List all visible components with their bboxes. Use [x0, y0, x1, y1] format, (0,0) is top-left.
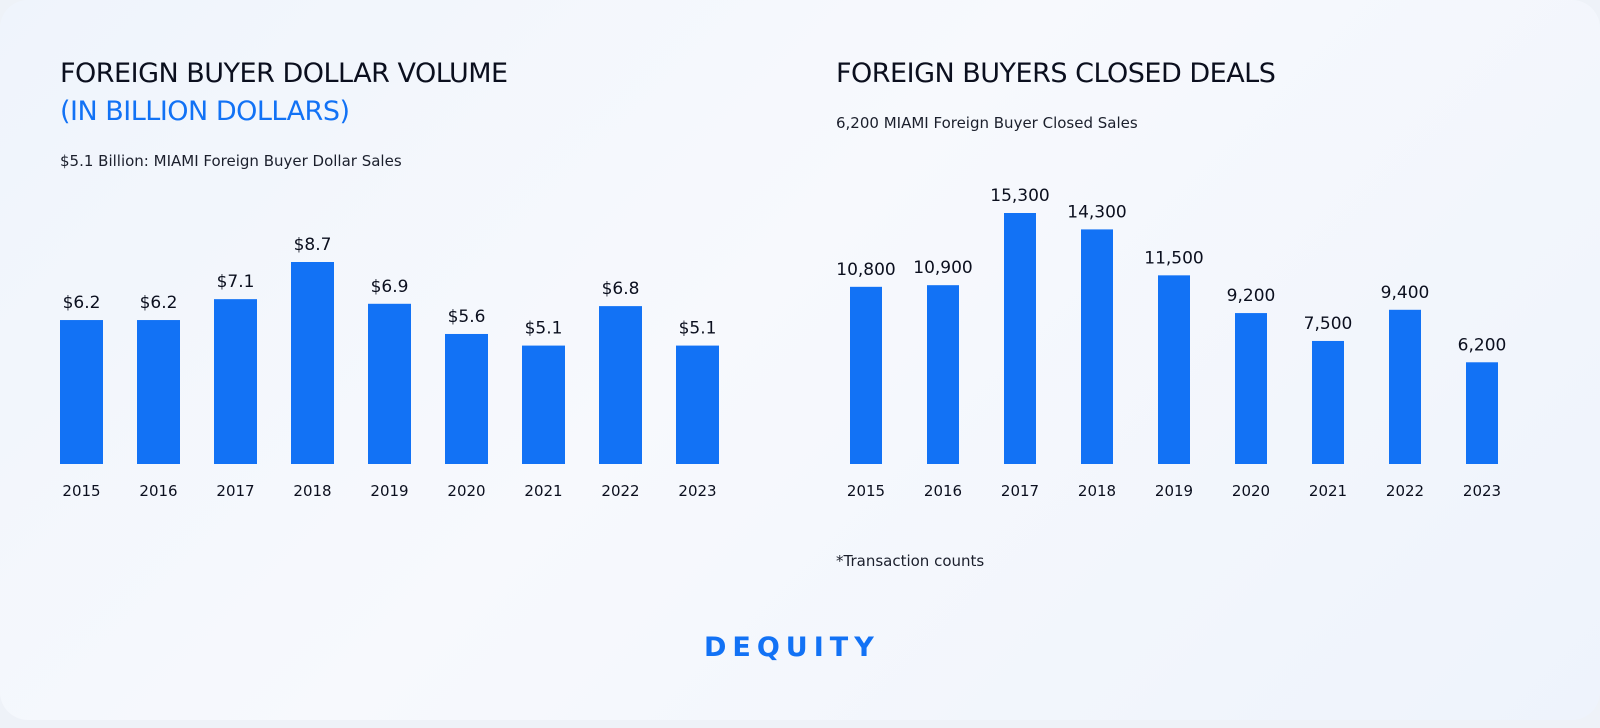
bar-2015: [60, 320, 103, 464]
bar-2022: [1389, 309, 1421, 464]
data-label-2022: 9,400: [1381, 283, 1430, 303]
x-tick-label-2019: 2019: [1155, 482, 1193, 500]
bar-2018: [291, 262, 334, 464]
x-tick-label-2017: 2017: [216, 482, 254, 500]
bar-2023: [1466, 362, 1498, 464]
dequity-logo: DEQUITY: [704, 632, 880, 663]
data-label-2018: 14,300: [1067, 202, 1126, 222]
right-chart-subtitle: 6,200 MIAMI Foreign Buyer Closed Sales: [836, 114, 1138, 132]
bar-2022: [599, 306, 642, 464]
x-tick-label-2016: 2016: [924, 482, 962, 500]
left-chart-subtitle: $5.1 Billion: MIAMI Foreign Buyer Dollar…: [60, 152, 402, 170]
left-chart-title-unit: (IN BILLION DOLLARS): [60, 96, 350, 127]
bar-2019: [1158, 275, 1190, 464]
x-tick-label-2015: 2015: [62, 482, 100, 500]
closed-deals-chart: 10,800 2015 10,900 2016 15,300 2017 14,300 2018…: [836, 186, 1507, 500]
data-label-2019: $6.9: [371, 277, 409, 297]
bar-2015: [850, 286, 882, 464]
x-tick-label-2023: 2023: [678, 482, 716, 500]
x-tick-label-2022: 2022: [1386, 482, 1424, 500]
data-label-2020: 9,200: [1227, 286, 1276, 306]
left-chart-title: FOREIGN BUYER DOLLAR VOLUME: [60, 58, 508, 89]
bar-2016: [927, 285, 959, 464]
bar-2021: [522, 345, 565, 464]
x-tick-label-2018: 2018: [1078, 482, 1116, 500]
data-label-2023: 6,200: [1458, 335, 1507, 355]
bar-2020: [1235, 313, 1267, 464]
data-label-2021: $5.1: [525, 319, 563, 339]
x-tick-label-2023: 2023: [1463, 482, 1501, 500]
data-label-2016: $6.2: [140, 293, 178, 313]
x-tick-label-2016: 2016: [139, 482, 177, 500]
bar-2021: [1312, 340, 1344, 464]
bar-2019: [368, 303, 411, 464]
bar-2018: [1081, 229, 1113, 464]
x-tick-label-2021: 2021: [1309, 482, 1347, 500]
bar-2020: [445, 333, 488, 464]
data-label-2017: $7.1: [217, 272, 255, 292]
x-tick-label-2021: 2021: [524, 482, 562, 500]
dollar-volume-chart: $6.2 2015 $6.2 2016 $7.1 2017 $8.7 2018 $6.9 2019…: [60, 235, 719, 500]
data-label-2020: $5.6: [448, 307, 486, 327]
data-label-2015: $6.2: [63, 293, 101, 313]
data-label-2017: 15,300: [990, 186, 1049, 206]
data-label-2022: $6.8: [602, 279, 640, 299]
x-tick-label-2015: 2015: [847, 482, 885, 500]
data-label-2018: $8.7: [294, 235, 332, 255]
x-tick-label-2022: 2022: [601, 482, 639, 500]
bar-2016: [137, 320, 180, 464]
x-tick-label-2019: 2019: [370, 482, 408, 500]
transaction-counts-note: *Transaction counts: [836, 552, 985, 570]
right-chart-title: FOREIGN BUYERS CLOSED DEALS: [836, 58, 1276, 89]
bar-2017: [214, 299, 257, 464]
data-label-2015: 10,800: [836, 260, 895, 280]
bar-2023: [676, 345, 719, 464]
x-tick-label-2018: 2018: [293, 482, 331, 500]
data-label-2019: 11,500: [1144, 248, 1203, 268]
data-label-2021: 7,500: [1304, 314, 1353, 334]
bar-2017: [1004, 213, 1036, 464]
x-tick-label-2020: 2020: [1232, 482, 1270, 500]
data-label-2023: $5.1: [679, 319, 717, 339]
x-tick-label-2020: 2020: [447, 482, 485, 500]
x-tick-label-2017: 2017: [1001, 482, 1039, 500]
data-label-2016: 10,900: [913, 258, 972, 278]
